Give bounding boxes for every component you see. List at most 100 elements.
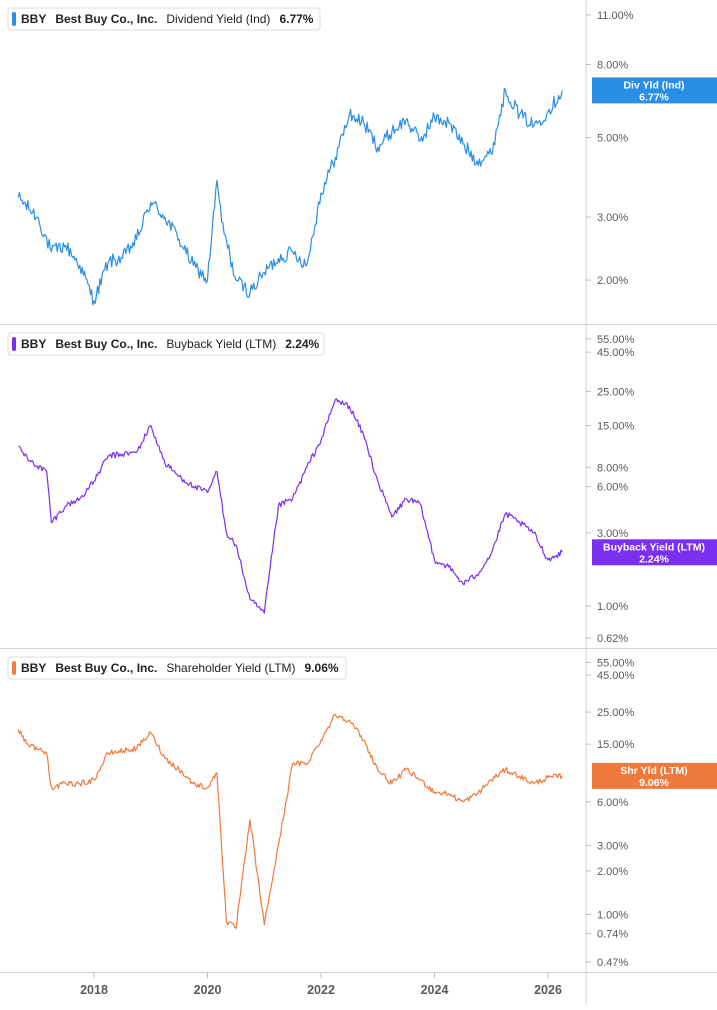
data-point xyxy=(93,779,95,781)
data-point xyxy=(405,769,407,771)
data-point xyxy=(46,471,48,473)
data-point xyxy=(93,480,95,482)
data-point xyxy=(65,783,67,785)
data-point xyxy=(235,544,237,546)
data-point xyxy=(225,920,227,922)
data-point xyxy=(363,739,365,741)
value-badge xyxy=(592,762,717,789)
data-point xyxy=(79,783,81,785)
legend-company: Best Buy Co., Inc. xyxy=(55,12,157,26)
legend-metric: Dividend Yield (Ind) xyxy=(166,12,270,26)
data-point xyxy=(320,192,322,194)
data-point xyxy=(348,114,350,116)
data-point xyxy=(405,498,407,500)
x-tick-label: 2026 xyxy=(534,983,562,997)
data-point xyxy=(27,459,29,461)
data-point xyxy=(216,179,218,181)
data-point xyxy=(434,559,436,561)
data-point xyxy=(547,111,549,113)
data-point xyxy=(405,119,407,121)
data-point xyxy=(50,787,52,789)
legend-ticker: BBY xyxy=(21,12,46,26)
data-point xyxy=(434,116,436,118)
data-point xyxy=(462,583,464,585)
data-point xyxy=(17,728,19,730)
legend-text: BBY Best Buy Co., Inc. Shareholder Yield (… xyxy=(21,661,339,675)
data-point xyxy=(50,251,52,253)
data-point xyxy=(419,503,421,505)
data-point xyxy=(46,752,48,754)
data-point xyxy=(320,739,322,741)
data-point xyxy=(136,238,138,240)
legend-text: BBY Best Buy Co., Inc. Buyback Yield (LTM)… xyxy=(21,337,320,351)
data-point xyxy=(249,291,251,293)
y-tick-label: 11.00% xyxy=(597,10,634,22)
x-tick-label: 2020 xyxy=(194,983,222,997)
data-point xyxy=(192,264,194,266)
data-point xyxy=(263,612,265,614)
y-tick-label: 25.00% xyxy=(597,707,635,719)
y-tick-label: 3.00% xyxy=(597,840,628,852)
legend-box xyxy=(7,332,325,356)
data-point xyxy=(448,793,450,795)
data-point xyxy=(519,522,521,524)
y-tick-label: 8.00% xyxy=(597,59,628,71)
data-point xyxy=(150,425,152,427)
value-badge-label: Shr Yld (LTM) xyxy=(620,765,687,777)
data-point xyxy=(150,732,152,734)
y-tick-label: 0.47% xyxy=(597,957,628,969)
x-tick-label: 2024 xyxy=(421,983,449,997)
data-point xyxy=(419,779,421,781)
data-point xyxy=(306,466,308,468)
legend-swatch xyxy=(12,661,16,675)
data-point xyxy=(561,775,563,777)
data-point xyxy=(292,498,294,500)
value-badge xyxy=(592,539,717,566)
y-tick-label: 2.00% xyxy=(597,275,628,287)
data-point xyxy=(79,498,81,500)
data-point xyxy=(36,216,38,218)
legend-value: 9.06% xyxy=(305,661,339,675)
legend-company: Best Buy Co., Inc. xyxy=(55,661,157,675)
y-tick-label: 0.74% xyxy=(597,928,628,940)
data-point xyxy=(348,719,350,721)
y-tick-label: 6.00% xyxy=(597,797,628,809)
data-point xyxy=(178,475,180,477)
data-point xyxy=(519,775,521,777)
data-point xyxy=(504,769,506,771)
value-badge-label: Div Yld (Ind) xyxy=(623,79,684,91)
data-point xyxy=(391,783,393,785)
data-point xyxy=(17,445,19,447)
data-point xyxy=(207,787,209,789)
data-point xyxy=(164,462,166,464)
data-point xyxy=(65,244,67,246)
data-point xyxy=(178,769,180,771)
data-point xyxy=(164,757,166,759)
y-tick-label: 6.00% xyxy=(597,482,628,494)
data-point xyxy=(235,279,237,281)
y-tick-label: 1.00% xyxy=(597,601,628,613)
y-tick-label: 15.00% xyxy=(597,739,635,751)
y-tick-label: 0.62% xyxy=(597,633,628,645)
data-point xyxy=(121,257,123,259)
data-point xyxy=(136,452,138,454)
data-point xyxy=(334,399,336,401)
data-point xyxy=(235,928,237,930)
data-point xyxy=(320,439,322,441)
data-point xyxy=(178,238,180,240)
data-point xyxy=(462,143,464,145)
data-point xyxy=(249,819,251,821)
data-point xyxy=(547,777,549,779)
data-point xyxy=(150,201,152,203)
data-point xyxy=(377,769,379,771)
data-point xyxy=(561,89,563,91)
data-point xyxy=(107,261,109,263)
data-point xyxy=(207,491,209,493)
legend-swatch xyxy=(12,12,16,26)
data-point xyxy=(79,264,81,266)
legend-box xyxy=(7,7,321,31)
data-point xyxy=(363,434,365,436)
data-point xyxy=(292,251,294,253)
